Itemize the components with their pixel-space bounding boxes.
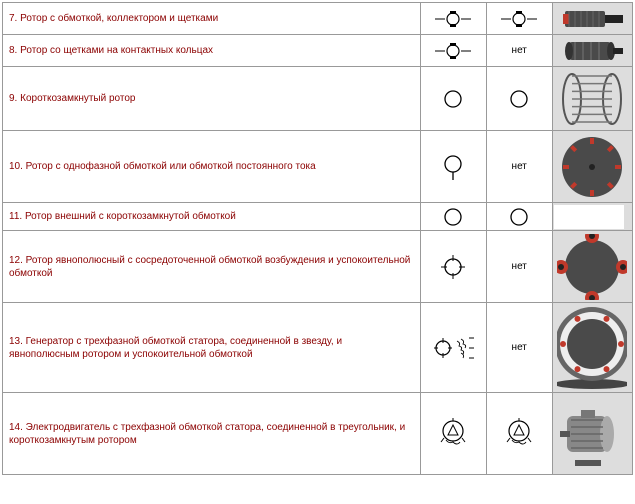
table-row: 7. Ротор с обмоткой, коллектором и щетка…: [3, 3, 633, 35]
table-row: 13. Генератор с трехфазной обмоткой стат…: [3, 303, 633, 393]
image-cell: [552, 3, 632, 35]
no-label: нет: [512, 161, 527, 172]
rotor-brush-icon: [435, 10, 471, 28]
symbol-cell-1: [420, 393, 486, 475]
generator-image: [557, 306, 627, 390]
symbol-cell-1: [420, 231, 486, 303]
motor-image: [557, 396, 627, 472]
table-row: 14. Электродвигатель с трехфазной обмотк…: [3, 393, 633, 475]
table-row: 11. Ротор внешний с короткозамкнутой обм…: [3, 203, 633, 231]
symbol-cell-1: [420, 303, 486, 393]
rotor-brush-icon: [501, 10, 537, 28]
symbol-cell-2: нет: [486, 303, 552, 393]
rotor-brush-icon: [435, 42, 471, 60]
slip-ring-rotor-image: [557, 37, 627, 65]
blank-image: [554, 205, 624, 229]
table-row: 9. Короткозамкнутый ротор: [3, 67, 633, 131]
symbol-cell-1: [420, 3, 486, 35]
image-cell: [552, 35, 632, 67]
salient-pole-image: [557, 234, 627, 300]
row-description: 14. Электродвигатель с трехфазной обмотк…: [3, 393, 421, 475]
table-row: 12. Ротор явнополюсный с сосредоточенной…: [3, 231, 633, 303]
squirrel-cage-image: [557, 70, 627, 128]
table-row: 8. Ротор со щетками на контактных кольца…: [3, 35, 633, 67]
image-cell: [552, 231, 632, 303]
image-cell: [552, 131, 632, 203]
image-cell: [552, 203, 632, 231]
disc-rotor-image: [557, 134, 627, 200]
rotor-types-table: 7. Ротор с обмоткой, коллектором и щетка…: [2, 2, 633, 475]
row-description: 11. Ротор внешний с короткозамкнутой обм…: [3, 203, 421, 231]
symbol-cell-1: [420, 131, 486, 203]
symbol-cell-2: нет: [486, 131, 552, 203]
circle-icon: [443, 89, 463, 109]
triangle-icon: [438, 418, 468, 450]
symbol-cell-1: [420, 203, 486, 231]
triangle-icon: [504, 418, 534, 450]
row-description: 7. Ротор с обмоткой, коллектором и щетка…: [3, 3, 421, 35]
symbol-cell-1: [420, 67, 486, 131]
row-description: 13. Генератор с трехфазной обмоткой стат…: [3, 303, 421, 393]
row-description: 12. Ротор явнополюсный с сосредоточенной…: [3, 231, 421, 303]
table-row: 10. Ротор с однофазной обмоткой или обмо…: [3, 131, 633, 203]
image-cell: [552, 393, 632, 475]
symbol-cell-2: [486, 3, 552, 35]
symbol-cell-2: [486, 67, 552, 131]
circle-icon: [443, 207, 463, 227]
circle-line-icon: [442, 153, 464, 181]
image-cell: [552, 67, 632, 131]
circle-icon: [509, 207, 529, 227]
no-label: нет: [512, 342, 527, 353]
circle-icon: [509, 89, 529, 109]
row-description: 8. Ротор со щетками на контактных кольца…: [3, 35, 421, 67]
symbol-cell-2: [486, 393, 552, 475]
circle-cross-icon: [441, 255, 465, 279]
commutator-rotor-image: [557, 5, 627, 33]
symbol-cell-2: нет: [486, 231, 552, 303]
no-label: нет: [512, 261, 527, 272]
image-cell: [552, 303, 632, 393]
row-description: 9. Короткозамкнутый ротор: [3, 67, 421, 131]
symbol-cell-2: нет: [486, 35, 552, 67]
no-label: нет: [512, 45, 527, 56]
circle-star-icon: [431, 333, 475, 363]
row-description: 10. Ротор с однофазной обмоткой или обмо…: [3, 131, 421, 203]
symbol-cell-1: [420, 35, 486, 67]
symbol-cell-2: [486, 203, 552, 231]
